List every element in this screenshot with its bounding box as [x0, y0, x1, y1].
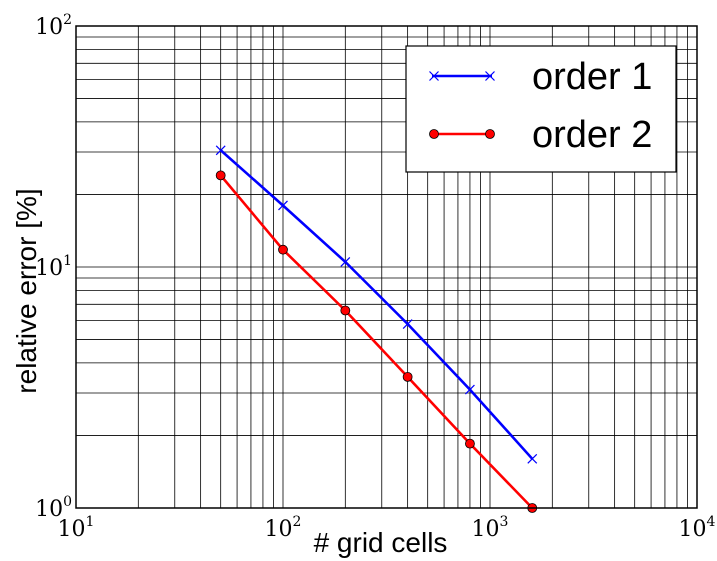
- x-axis-label: # grid cells: [314, 527, 448, 558]
- legend-marker-order-1: [429, 71, 439, 81]
- x-tick-label: 102: [265, 514, 302, 542]
- y-axis-label: relative error [%]: [11, 188, 42, 393]
- legend-marker-order-1: [485, 71, 495, 81]
- legend-marker-order-2: [485, 129, 495, 139]
- y-tick-label: 100: [35, 494, 72, 522]
- legend-box: [405, 45, 677, 173]
- legend: order 1 order 2: [405, 45, 677, 173]
- data-point-order-2: [215, 170, 226, 181]
- data-point-order-1: [278, 200, 288, 211]
- plot-frame: [75, 25, 698, 509]
- data-point-order-1: [527, 453, 538, 464]
- series-line-order-1: [219, 149, 534, 460]
- data-point-order-2: [402, 371, 413, 382]
- series-layer: [215, 145, 538, 513]
- data-point-order-1: [215, 145, 226, 156]
- legend-label-order-2: order 2: [532, 114, 652, 156]
- x-tick-label: 103: [472, 514, 509, 542]
- data-point-order-2: [465, 438, 475, 449]
- x-tick-label: 104: [679, 514, 716, 542]
- data-point-order-2: [278, 244, 288, 255]
- data-point-order-1: [340, 256, 351, 267]
- x-tick-label: 101: [58, 514, 95, 542]
- legend-marker-order-2: [429, 129, 439, 139]
- y-tick-label: 102: [35, 12, 72, 40]
- data-point-order-1: [402, 319, 413, 329]
- legend-label-order-1: order 1: [532, 56, 652, 98]
- data-point-order-2: [340, 305, 351, 316]
- series-line-order-2: [219, 174, 534, 509]
- data-point-order-1: [465, 384, 475, 395]
- y-tick-label: 101: [35, 253, 72, 281]
